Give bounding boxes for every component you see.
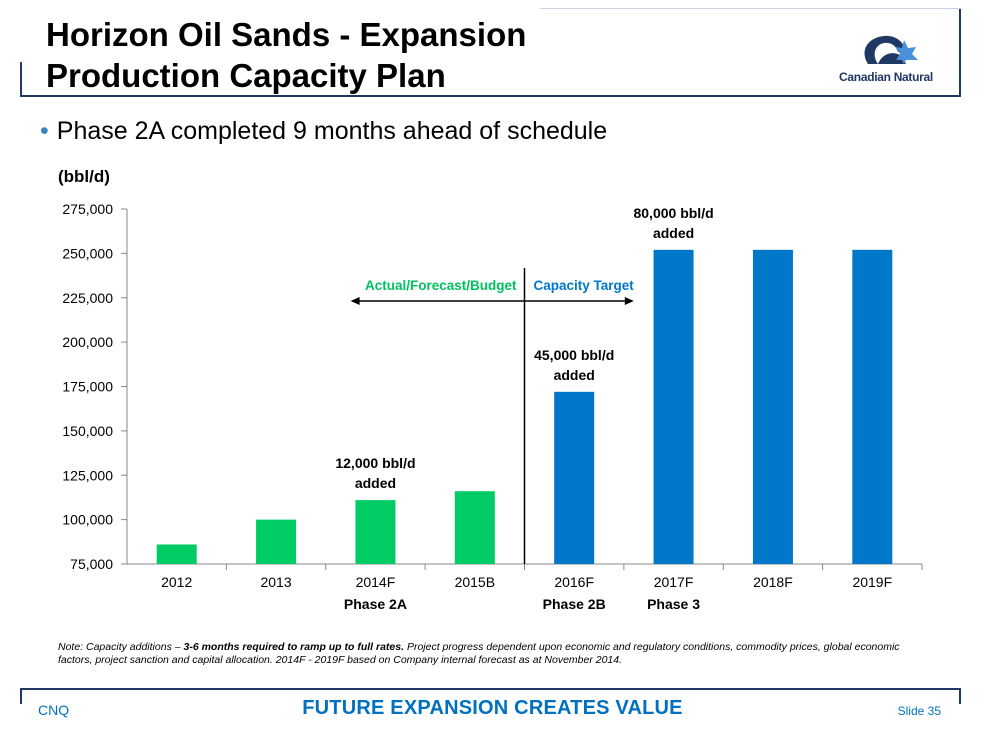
- bar-annotation-value: 12,000 bbl/d: [335, 455, 415, 471]
- x-tick-label: 2017F: [654, 574, 694, 590]
- phase-label: Phase 3: [647, 596, 700, 612]
- y-tick-label: 275,000: [62, 201, 113, 217]
- region-label-target: Capacity Target: [534, 278, 635, 293]
- arrow-left-icon: [350, 297, 360, 305]
- bar-annotation-added: added: [554, 367, 595, 383]
- phase-label: Phase 2A: [344, 596, 407, 612]
- y-tick-label: 150,000: [62, 423, 113, 439]
- footnote: Note: Capacity additions – 3-6 months re…: [58, 641, 928, 667]
- x-tick-label: 2015B: [455, 574, 495, 590]
- x-tick-label: 2014F: [356, 574, 396, 590]
- title-line-1: Horizon Oil Sands - Expansion: [46, 16, 527, 53]
- bullet-text: Phase 2A completed 9 months ahead of sch…: [56, 117, 608, 145]
- footnote-prefix: Note: Capacity additions –: [58, 641, 184, 653]
- bar-2014f: [355, 500, 396, 564]
- footer-tagline: FUTURE EXPANSION CREATES VALUE: [302, 697, 683, 719]
- phase-label: Phase 2B: [543, 596, 606, 612]
- bar-2016f: [554, 391, 595, 564]
- y-tick-label: 225,000: [62, 290, 113, 306]
- bar-annotation-value: 80,000 bbl/d: [633, 205, 713, 221]
- bar-2012: [156, 544, 197, 564]
- header-top-rule: [540, 8, 961, 9]
- x-tick-label: 2018F: [753, 574, 793, 590]
- x-tick-label: 2013: [260, 574, 291, 590]
- bar-annotation-value: 45,000 bbl/d: [534, 347, 614, 363]
- arrow-right-icon: [624, 297, 634, 305]
- logo-mark-icon: [864, 35, 918, 64]
- header-left-rule: [20, 62, 22, 96]
- page-title: Horizon Oil Sands - Expansion Production…: [46, 14, 526, 96]
- y-tick-label: 100,000: [62, 512, 113, 528]
- bar-2017f: [653, 249, 694, 564]
- canadian-natural-logo: Canadian Natural: [826, 30, 946, 92]
- bar-annotation-added: added: [355, 475, 396, 491]
- bar-2019f: [852, 249, 893, 564]
- title-line-2: Production Capacity Plan: [46, 57, 446, 94]
- y-tick-label: 200,000: [62, 334, 113, 350]
- bar-2015b: [454, 491, 495, 564]
- footnote-rest: Project progress dependent upon economic…: [58, 641, 900, 666]
- footnote-emphasis: 3-6 months required to ramp up to full r…: [183, 641, 405, 653]
- x-tick-label: 2019F: [852, 574, 892, 590]
- footer-right-rule: [959, 688, 961, 704]
- x-tick-label: 2012: [161, 574, 192, 590]
- y-tick-label: 250,000: [62, 245, 113, 261]
- capacity-bar-chart: 75,000 100,000 125,000 150,000 175,000 200,00…: [62, 201, 923, 612]
- bullet-point: • Phase 2A completed 9 months ahead of sc…: [40, 117, 607, 146]
- region-label-actual: Actual/Forecast/Budget: [365, 278, 517, 293]
- header-bottom-rule: [20, 95, 961, 97]
- footer-top-rule: [20, 688, 961, 690]
- x-tick-label: 2016F: [554, 574, 594, 590]
- y-axis-unit-label: (bbl/d): [58, 167, 110, 186]
- footer-company: CNQ: [38, 702, 70, 718]
- bar-2018f: [752, 249, 793, 564]
- logo-text: Canadian Natural: [839, 70, 933, 84]
- bar-2013: [256, 519, 297, 564]
- y-tick-label: 75,000: [70, 556, 113, 572]
- bullet-icon: •: [40, 117, 49, 145]
- y-tick-label: 125,000: [62, 467, 113, 483]
- slide-number: Slide 35: [897, 704, 941, 718]
- header-right-rule: [959, 8, 961, 97]
- y-tick-label: 175,000: [62, 379, 113, 395]
- footer-left-rule: [20, 688, 22, 704]
- bar-annotation-added: added: [653, 225, 694, 241]
